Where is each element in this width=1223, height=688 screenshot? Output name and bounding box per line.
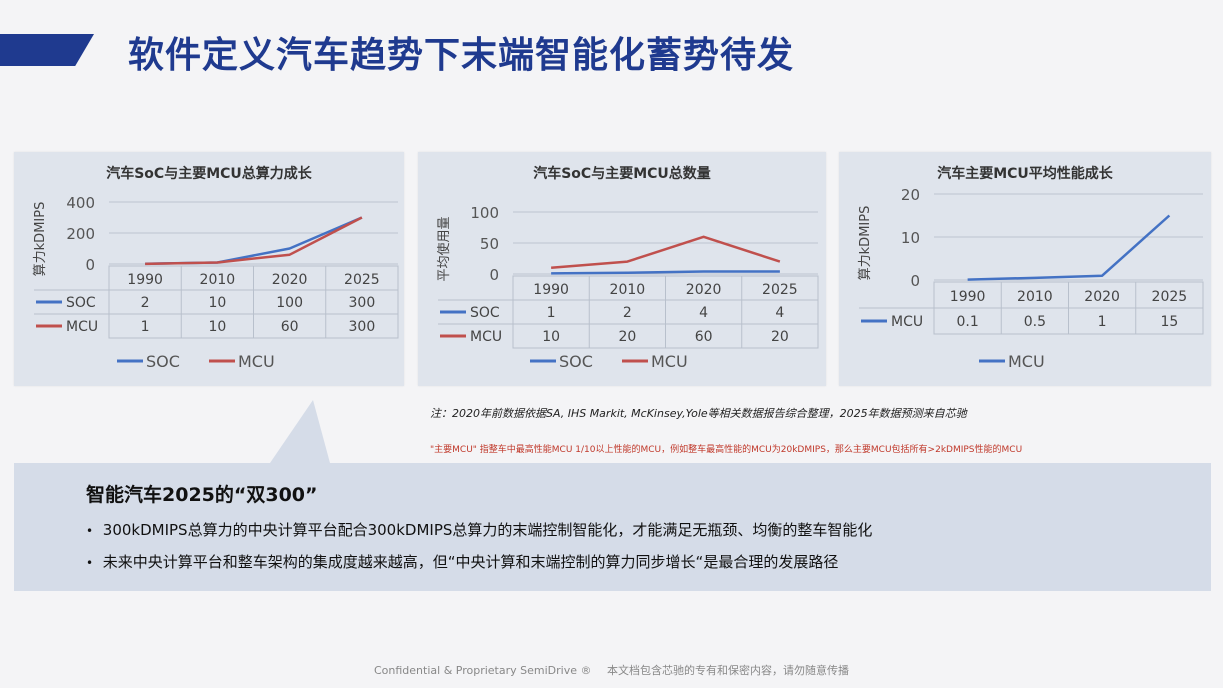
data-table-value: 10: [208, 295, 226, 311]
y-tick-label: 20: [901, 186, 920, 204]
legend-label: SOC: [559, 352, 593, 371]
x-tick-label: 1990: [127, 272, 163, 288]
bullet-text: 300kDMIPS总算力的中央计算平台配合300kDMIPS总算力的末端控制智能…: [102, 521, 873, 539]
data-table-value: 2: [623, 305, 632, 321]
data-source-note: 注：2020年前数据依据SA, IHS Markit, McKinsey,Yol…: [430, 407, 967, 420]
slide-title: 软件定义汽车趋势下末端智能化蓄势待发: [128, 35, 795, 76]
y-axis-label: 平均使用量: [436, 216, 452, 281]
x-tick-label: 2025: [344, 272, 380, 288]
series-line-mcu: [551, 235, 781, 270]
footer-disclaimer: 本文档包含芯驰的专有和保密内容，请勿随意传播: [606, 664, 849, 677]
chart-title: 汽车SoC与主要MCU总算力成长: [106, 165, 313, 182]
data-table-value: 20: [618, 329, 636, 345]
data-table-value: 60: [695, 329, 713, 345]
table-series-name: SOC: [66, 295, 96, 311]
callout-title: 智能汽车2025的“双300”: [86, 484, 318, 506]
data-table-value: 2: [141, 295, 150, 311]
data-table-value: 4: [699, 305, 708, 321]
y-tick-label: 0: [489, 266, 499, 284]
series-line-mcu: [967, 214, 1171, 281]
definition-note: "主要MCU" 指整车中最高性能MCU 1/10以上性能的MCU，例如整车最高性…: [430, 445, 1023, 455]
y-tick-label: 200: [66, 225, 95, 243]
x-tick-label: 2010: [1017, 289, 1053, 305]
series-line-mcu: [145, 216, 363, 266]
x-tick-label: 2025: [762, 282, 798, 298]
x-tick-label: 1990: [533, 282, 569, 298]
data-table-value: 10: [208, 319, 226, 335]
y-tick-label: 0: [910, 272, 920, 290]
data-table-value: 1: [1098, 314, 1107, 330]
series-line-soc: [551, 270, 780, 275]
data-table-value: 15: [1160, 314, 1178, 330]
footer: Confidential & Proprietary SemiDrive ® 本…: [0, 662, 1223, 678]
chart-title: 汽车主要MCU平均性能成长: [937, 165, 1114, 182]
x-tick-label: 2020: [272, 272, 308, 288]
data-table-value: 20: [771, 329, 789, 345]
callout-bullet: • 300kDMIPS总算力的中央计算平台配合300kDMIPS总算力的末端控制…: [86, 519, 872, 540]
data-table-value: 100: [276, 295, 303, 311]
y-tick-label: 0: [85, 256, 95, 274]
legend-label: MCU: [651, 352, 688, 371]
x-tick-label: 2010: [610, 282, 646, 298]
y-tick-label: 10: [901, 229, 920, 247]
bullet-mark: •: [86, 555, 94, 570]
data-table-value: 300: [349, 295, 376, 311]
footer-confidential: Confidential & Proprietary SemiDrive ®: [374, 664, 592, 677]
x-tick-label: 2020: [686, 282, 722, 298]
y-axis-label: 算力kDMIPS: [33, 202, 48, 277]
title-accent-bar: [0, 34, 94, 66]
chart-panel-total-count: 汽车SoC与主要MCU总数量 平均使用量 0 50 100 1990 2010 2020 202…: [418, 152, 826, 386]
data-table-value: 60: [281, 319, 299, 335]
callout-box: [14, 463, 1211, 591]
data-table-value: 1: [547, 305, 556, 321]
series-line-soc: [145, 216, 363, 265]
y-axis-label: 算力kDMIPS: [858, 206, 873, 281]
legend-label: MCU: [238, 352, 275, 371]
x-tick-label: 2020: [1084, 289, 1120, 305]
data-table-value: 300: [349, 319, 376, 335]
table-series-name: MCU: [470, 329, 502, 345]
y-tick-label: 50: [480, 235, 499, 253]
chart-panel-mcu-performance: 汽车主要MCU平均性能成长算力kDMIPS 0 10 20 1990 2010 2020 20…: [839, 152, 1211, 386]
table-series-name: MCU: [891, 314, 923, 330]
x-tick-label: 2010: [200, 272, 236, 288]
chart-title: 汽车SoC与主要MCU总数量: [533, 165, 711, 182]
chart-panel-total-compute: 汽车SoC与主要MCU总算力成长算力kDMIPS 0 200 400 1990 2010 2…: [14, 152, 404, 386]
bullet-text: 未来中央计算平台和整车架构的集成度越来越高，但“中央计算和末端控制的算力同步增长…: [102, 553, 839, 571]
callout-bullet: • 未来中央计算平台和整车架构的集成度越来越高，但“中央计算和末端控制的算力同步…: [86, 551, 838, 572]
table-series-name: SOC: [470, 305, 500, 321]
data-table-value: 1: [141, 319, 150, 335]
legend-label: MCU: [1008, 352, 1045, 371]
y-tick-label: 100: [470, 204, 499, 222]
data-table-value: 4: [775, 305, 784, 321]
y-tick-label: 400: [66, 194, 95, 212]
data-table-value: 10: [542, 329, 560, 345]
data-table-value: 0.1: [956, 314, 978, 330]
data-table-value: 0.5: [1024, 314, 1046, 330]
x-tick-label: 1990: [950, 289, 986, 305]
bullet-mark: •: [86, 523, 94, 538]
x-tick-label: 2025: [1152, 289, 1188, 305]
table-series-name: MCU: [66, 319, 98, 335]
legend-label: SOC: [146, 352, 180, 371]
